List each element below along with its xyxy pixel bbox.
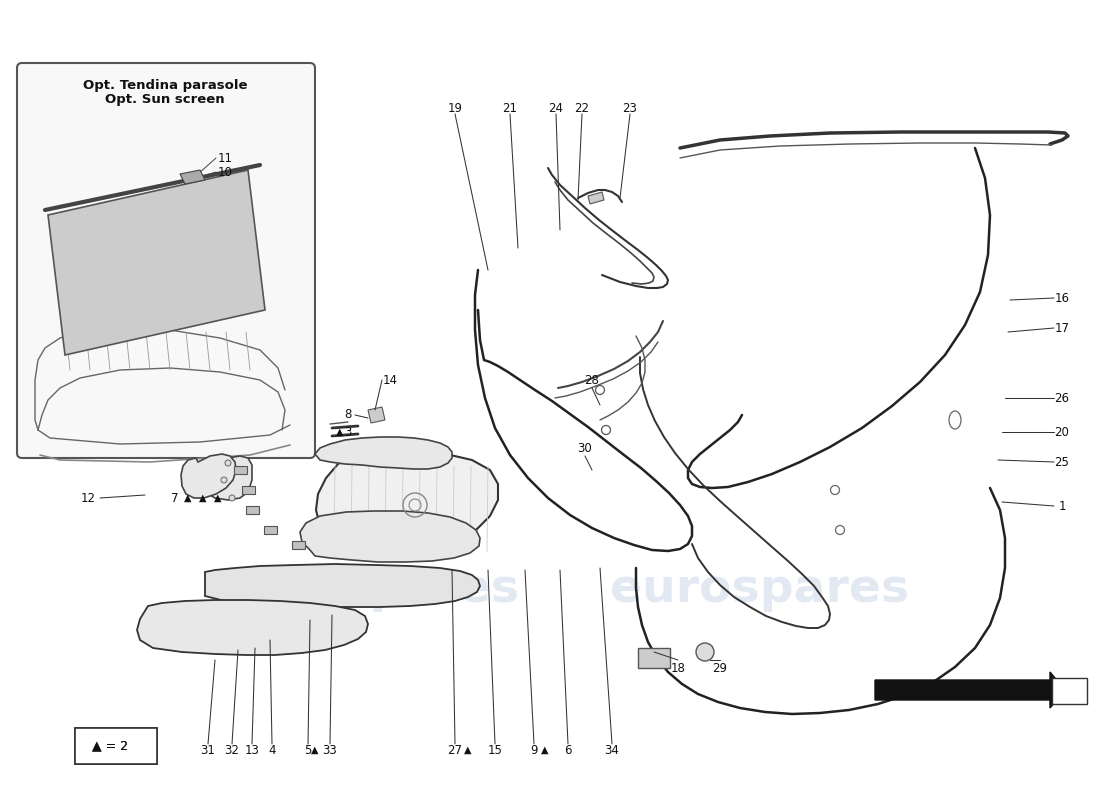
Text: ▲: ▲ bbox=[214, 493, 222, 503]
Text: 5: 5 bbox=[305, 743, 311, 757]
Bar bbox=[242, 486, 255, 494]
Circle shape bbox=[226, 460, 231, 466]
Polygon shape bbox=[180, 170, 205, 184]
Polygon shape bbox=[368, 407, 385, 423]
Polygon shape bbox=[48, 170, 265, 355]
Text: 22: 22 bbox=[574, 102, 590, 114]
Text: 21: 21 bbox=[503, 102, 517, 114]
Text: ▲: ▲ bbox=[185, 493, 191, 503]
Text: ▲: ▲ bbox=[311, 745, 319, 755]
Text: 17: 17 bbox=[1055, 322, 1069, 334]
Bar bbox=[75, 728, 157, 764]
Text: ▲: ▲ bbox=[541, 745, 549, 755]
Circle shape bbox=[221, 477, 227, 483]
Circle shape bbox=[696, 643, 714, 661]
Text: 30: 30 bbox=[578, 442, 593, 454]
Bar bbox=[292, 541, 305, 549]
Text: eurospares: eurospares bbox=[220, 567, 519, 613]
Text: 31: 31 bbox=[200, 743, 216, 757]
Polygon shape bbox=[205, 564, 480, 607]
Bar bbox=[1052, 678, 1087, 704]
Text: 28: 28 bbox=[584, 374, 600, 386]
Polygon shape bbox=[874, 672, 1065, 708]
Text: 9: 9 bbox=[530, 743, 538, 757]
Text: 24: 24 bbox=[549, 102, 563, 114]
Text: 29: 29 bbox=[713, 662, 727, 674]
Text: 4: 4 bbox=[268, 743, 276, 757]
Text: 27: 27 bbox=[448, 743, 462, 757]
Text: Opt. Sun screen: Opt. Sun screen bbox=[106, 94, 224, 106]
Bar bbox=[264, 526, 277, 534]
Text: 15: 15 bbox=[487, 743, 503, 757]
Text: Opt. Tendina parasole: Opt. Tendina parasole bbox=[82, 78, 248, 91]
Text: 23: 23 bbox=[623, 102, 637, 114]
Polygon shape bbox=[588, 192, 604, 204]
Polygon shape bbox=[182, 454, 236, 498]
Text: 12: 12 bbox=[80, 491, 96, 505]
Text: ▲: ▲ bbox=[199, 493, 207, 503]
Text: 16: 16 bbox=[1055, 291, 1069, 305]
Text: 7: 7 bbox=[172, 491, 178, 505]
Polygon shape bbox=[138, 600, 368, 655]
Text: ▲ = 2: ▲ = 2 bbox=[92, 739, 128, 753]
Text: 33: 33 bbox=[322, 743, 338, 757]
Text: 26: 26 bbox=[1055, 391, 1069, 405]
Bar bbox=[246, 506, 258, 514]
Text: ▲: ▲ bbox=[337, 427, 343, 437]
Text: 20: 20 bbox=[1055, 426, 1069, 438]
Polygon shape bbox=[316, 452, 498, 558]
Text: 18: 18 bbox=[671, 662, 685, 674]
Text: eurospares: eurospares bbox=[610, 567, 910, 613]
Text: 14: 14 bbox=[383, 374, 397, 386]
Text: 10: 10 bbox=[218, 166, 232, 178]
Text: 8: 8 bbox=[344, 409, 352, 422]
Bar bbox=[234, 466, 248, 474]
Text: 25: 25 bbox=[1055, 455, 1069, 469]
Text: 6: 6 bbox=[564, 743, 572, 757]
Polygon shape bbox=[204, 456, 252, 500]
Text: ▲ = 2: ▲ = 2 bbox=[92, 739, 128, 753]
Bar bbox=[638, 648, 670, 668]
Text: 19: 19 bbox=[448, 102, 462, 114]
Text: 1: 1 bbox=[1058, 499, 1066, 513]
FancyBboxPatch shape bbox=[16, 63, 315, 458]
Text: 3: 3 bbox=[344, 426, 352, 438]
Text: 32: 32 bbox=[224, 743, 240, 757]
Bar bbox=[75, 728, 157, 764]
Text: 13: 13 bbox=[244, 743, 260, 757]
Text: 11: 11 bbox=[218, 151, 232, 165]
Polygon shape bbox=[300, 511, 480, 562]
Text: 34: 34 bbox=[605, 743, 619, 757]
Polygon shape bbox=[315, 437, 452, 469]
Text: ▲: ▲ bbox=[464, 745, 472, 755]
Circle shape bbox=[229, 495, 235, 501]
